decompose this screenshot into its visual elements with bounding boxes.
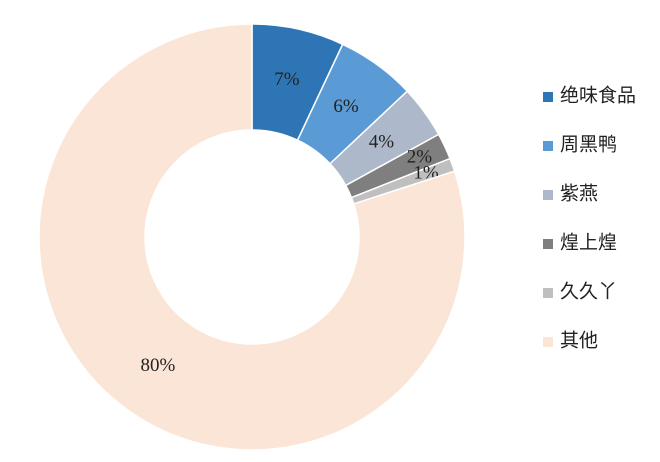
legend-label: 煌上煌	[560, 231, 617, 253]
legend-label: 久久丫	[560, 280, 617, 302]
legend-label: 紫燕	[560, 182, 598, 204]
data-label: 6%	[333, 96, 359, 117]
legend-swatch	[543, 288, 553, 298]
legend-swatch	[543, 92, 553, 102]
legend-swatch	[543, 239, 553, 249]
data-label: 80%	[141, 355, 176, 376]
legend-swatch	[543, 190, 553, 200]
legend-label: 周黑鸭	[560, 133, 617, 155]
legend-label: 绝味食品	[560, 84, 636, 106]
legend-swatch	[543, 141, 553, 151]
donut-slice	[38, 23, 466, 451]
legend-swatch	[543, 337, 553, 347]
data-label: 7%	[274, 69, 300, 90]
data-label: 2%	[407, 147, 433, 168]
data-label: 4%	[369, 131, 395, 152]
legend-label: 其他	[560, 329, 598, 351]
